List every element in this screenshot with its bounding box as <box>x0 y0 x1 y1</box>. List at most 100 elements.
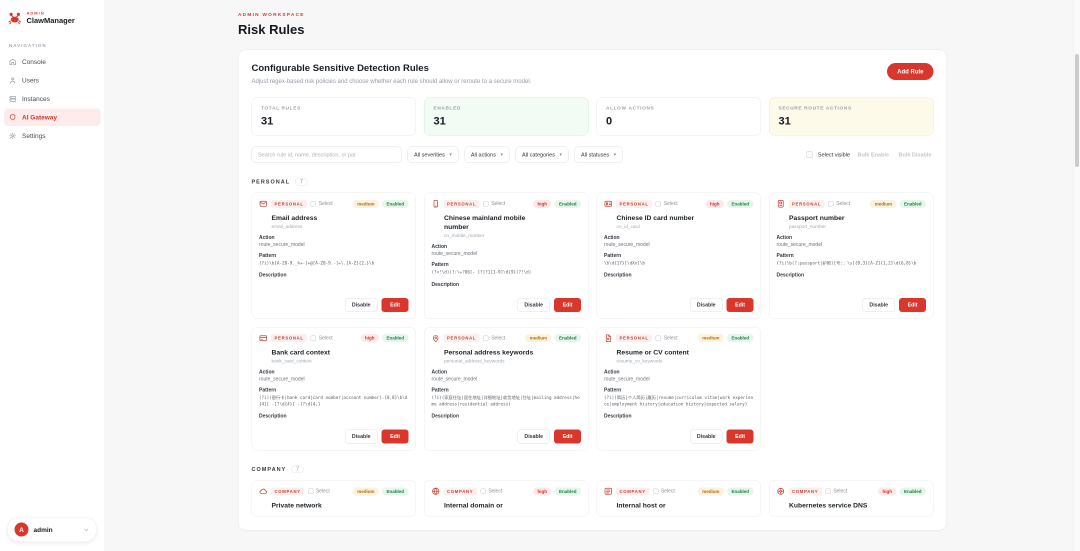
select-checkbox[interactable] <box>655 335 662 341</box>
select-checkbox[interactable] <box>652 488 659 495</box>
rule-select[interactable]: Select <box>828 201 850 207</box>
section-name: PERSONAL <box>251 178 291 185</box>
disable-button[interactable]: Disable <box>862 297 896 312</box>
scrollbar[interactable] <box>1073 0 1080 551</box>
chevron-down-icon: ▾ <box>500 152 503 158</box>
select-label: Select <box>318 335 333 341</box>
disable-button[interactable]: Disable <box>689 429 723 444</box>
select-checkbox[interactable] <box>828 201 834 207</box>
user-menu[interactable]: A admin <box>7 517 97 542</box>
select-checkbox[interactable] <box>310 201 317 207</box>
filter-select-all-actions[interactable]: All actions ▾ <box>464 146 510 163</box>
select-label: Select <box>491 201 506 207</box>
rule-card-header: PERSONAL Select medium Enabled <box>432 334 581 343</box>
disable-button[interactable]: Disable <box>344 429 378 444</box>
rule-select[interactable]: Select <box>307 488 330 495</box>
disable-button[interactable]: Disable <box>344 297 378 312</box>
sidebar-item-instances[interactable]: Instances <box>4 90 101 108</box>
select-checkbox[interactable] <box>483 335 489 341</box>
filter-select-all-statuses[interactable]: All statuses ▾ <box>574 146 623 163</box>
bulk-disable-button[interactable]: Bulk Disable <box>896 149 933 161</box>
settings-icon <box>9 132 17 140</box>
select-checkbox[interactable] <box>483 201 489 207</box>
rule-actions: Disable Edit <box>432 291 581 312</box>
rule-id: email_address <box>271 224 303 230</box>
rule-select[interactable]: Select <box>825 488 847 495</box>
rule-select[interactable]: Select <box>310 335 333 341</box>
description-label: Description <box>259 272 287 279</box>
panel-subtitle: Adjust regex-based risk policies and cho… <box>251 77 532 85</box>
nav-heading: NAVIGATION <box>9 43 47 48</box>
sidebar-item-console[interactable]: Console <box>4 53 101 71</box>
rule-select[interactable]: Select <box>652 488 675 495</box>
rules-grid: PERSONAL Select medium Enabled Email add… <box>251 192 934 451</box>
stat-label: ALLOW ACTIONS <box>606 105 655 112</box>
bulk-controls: Select visible Bulk Enable Bulk Disable <box>805 149 934 161</box>
pattern-label: Pattern <box>259 387 277 393</box>
search-input[interactable] <box>251 146 402 163</box>
select-visible-checkbox[interactable] <box>805 151 813 158</box>
workspace-label: ADMIN WORKSPACE <box>238 12 305 18</box>
select-checkbox[interactable] <box>825 488 831 495</box>
sidebar-item-settings[interactable]: Settings <box>4 127 101 145</box>
select-checkbox[interactable] <box>307 488 314 495</box>
user-name: admin <box>33 525 53 534</box>
kubernetes-icon <box>777 487 786 496</box>
select-checkbox[interactable] <box>655 201 662 207</box>
select-checkbox[interactable] <box>480 488 486 495</box>
edit-button[interactable]: Edit <box>726 429 754 444</box>
edit-button[interactable]: Edit <box>554 429 581 444</box>
disable-button[interactable]: Disable <box>517 429 551 444</box>
rule-card-internal-host-or: COMPANY Select medium Enabled Internal h… <box>596 480 761 518</box>
pattern-value: (?<!\d)(?:\+?86[- ]?)?1[3-9]\d{9}(?!\d) <box>431 270 532 276</box>
edit-button[interactable]: Edit <box>554 297 581 312</box>
mail-icon <box>259 200 268 209</box>
description-label: Description <box>604 272 632 279</box>
crab-icon <box>8 11 22 25</box>
disable-button[interactable]: Disable <box>689 297 723 312</box>
pattern-value: (?i)\b(?:passport|护照)[号:：\s]{0,3}[A-Z]{1… <box>776 261 917 267</box>
sidebar-item-users[interactable]: Users <box>4 72 101 90</box>
select-value: All statuses <box>581 151 610 158</box>
bulk-enable-button[interactable]: Bulk Enable <box>856 149 891 161</box>
action-value: route_secure_model <box>431 376 478 382</box>
select-label: Select <box>663 335 678 341</box>
edit-button[interactable]: Edit <box>899 297 926 312</box>
rule-card-header: PERSONAL Select high Enabled <box>259 334 409 343</box>
rule-select[interactable]: Select <box>483 335 505 341</box>
avatar: A <box>14 522 29 537</box>
sidebar-item-ai-gateway[interactable]: AI Gateway <box>4 108 101 126</box>
scrollbar-thumb[interactable] <box>1075 54 1079 167</box>
rule-badges: medium Enabled <box>352 199 409 208</box>
status-badge: Enabled <box>726 334 754 343</box>
rule-select[interactable]: Select <box>655 335 678 341</box>
add-rule-button[interactable]: Add Rule <box>887 63 934 80</box>
rule-name: Resume or CV content <box>616 348 689 356</box>
pattern-label: Pattern <box>776 253 794 259</box>
pattern-label: Pattern <box>431 387 449 393</box>
rule-select[interactable]: Select <box>310 201 333 207</box>
filter-select-all-categories[interactable]: All categories ▾ <box>515 146 569 163</box>
nav-item-label: AI Gateway <box>22 113 58 122</box>
chevron-down-icon: ▾ <box>449 152 452 158</box>
select-label: Select <box>836 201 851 207</box>
rule-select[interactable]: Select <box>655 201 678 207</box>
rule-select[interactable]: Select <box>480 488 502 495</box>
rule-card-header: PERSONAL Select high Enabled <box>432 199 581 209</box>
rule-name: Chinese mainland mobile number <box>444 214 526 231</box>
select-checkbox[interactable] <box>310 335 317 341</box>
edit-button[interactable]: Edit <box>726 297 754 312</box>
panel-header: Configurable Sensitive Detection Rules A… <box>252 63 934 85</box>
filter-select-all-severities[interactable]: All severities ▾ <box>407 146 459 163</box>
edit-button[interactable]: Edit <box>381 297 409 312</box>
filter-selects: All severities ▾ All actions ▾ All categ… <box>407 146 623 163</box>
rule-actions: Disable Edit <box>259 291 409 312</box>
rule-details: Action route_secure_model Pattern (?i)(银… <box>259 364 409 423</box>
rule-select[interactable]: Select <box>483 201 505 207</box>
status-badge: Enabled <box>381 334 409 343</box>
edit-button[interactable]: Edit <box>381 429 409 444</box>
filters-bar: All severities ▾ All actions ▾ All categ… <box>251 146 934 163</box>
rule-card-resume-or-cv-content: PERSONAL Select medium Enabled Resume or… <box>596 326 761 451</box>
disable-button[interactable]: Disable <box>517 297 551 312</box>
rule-card-bank-card-context: PERSONAL Select high Enabled Bank card c… <box>251 326 416 451</box>
